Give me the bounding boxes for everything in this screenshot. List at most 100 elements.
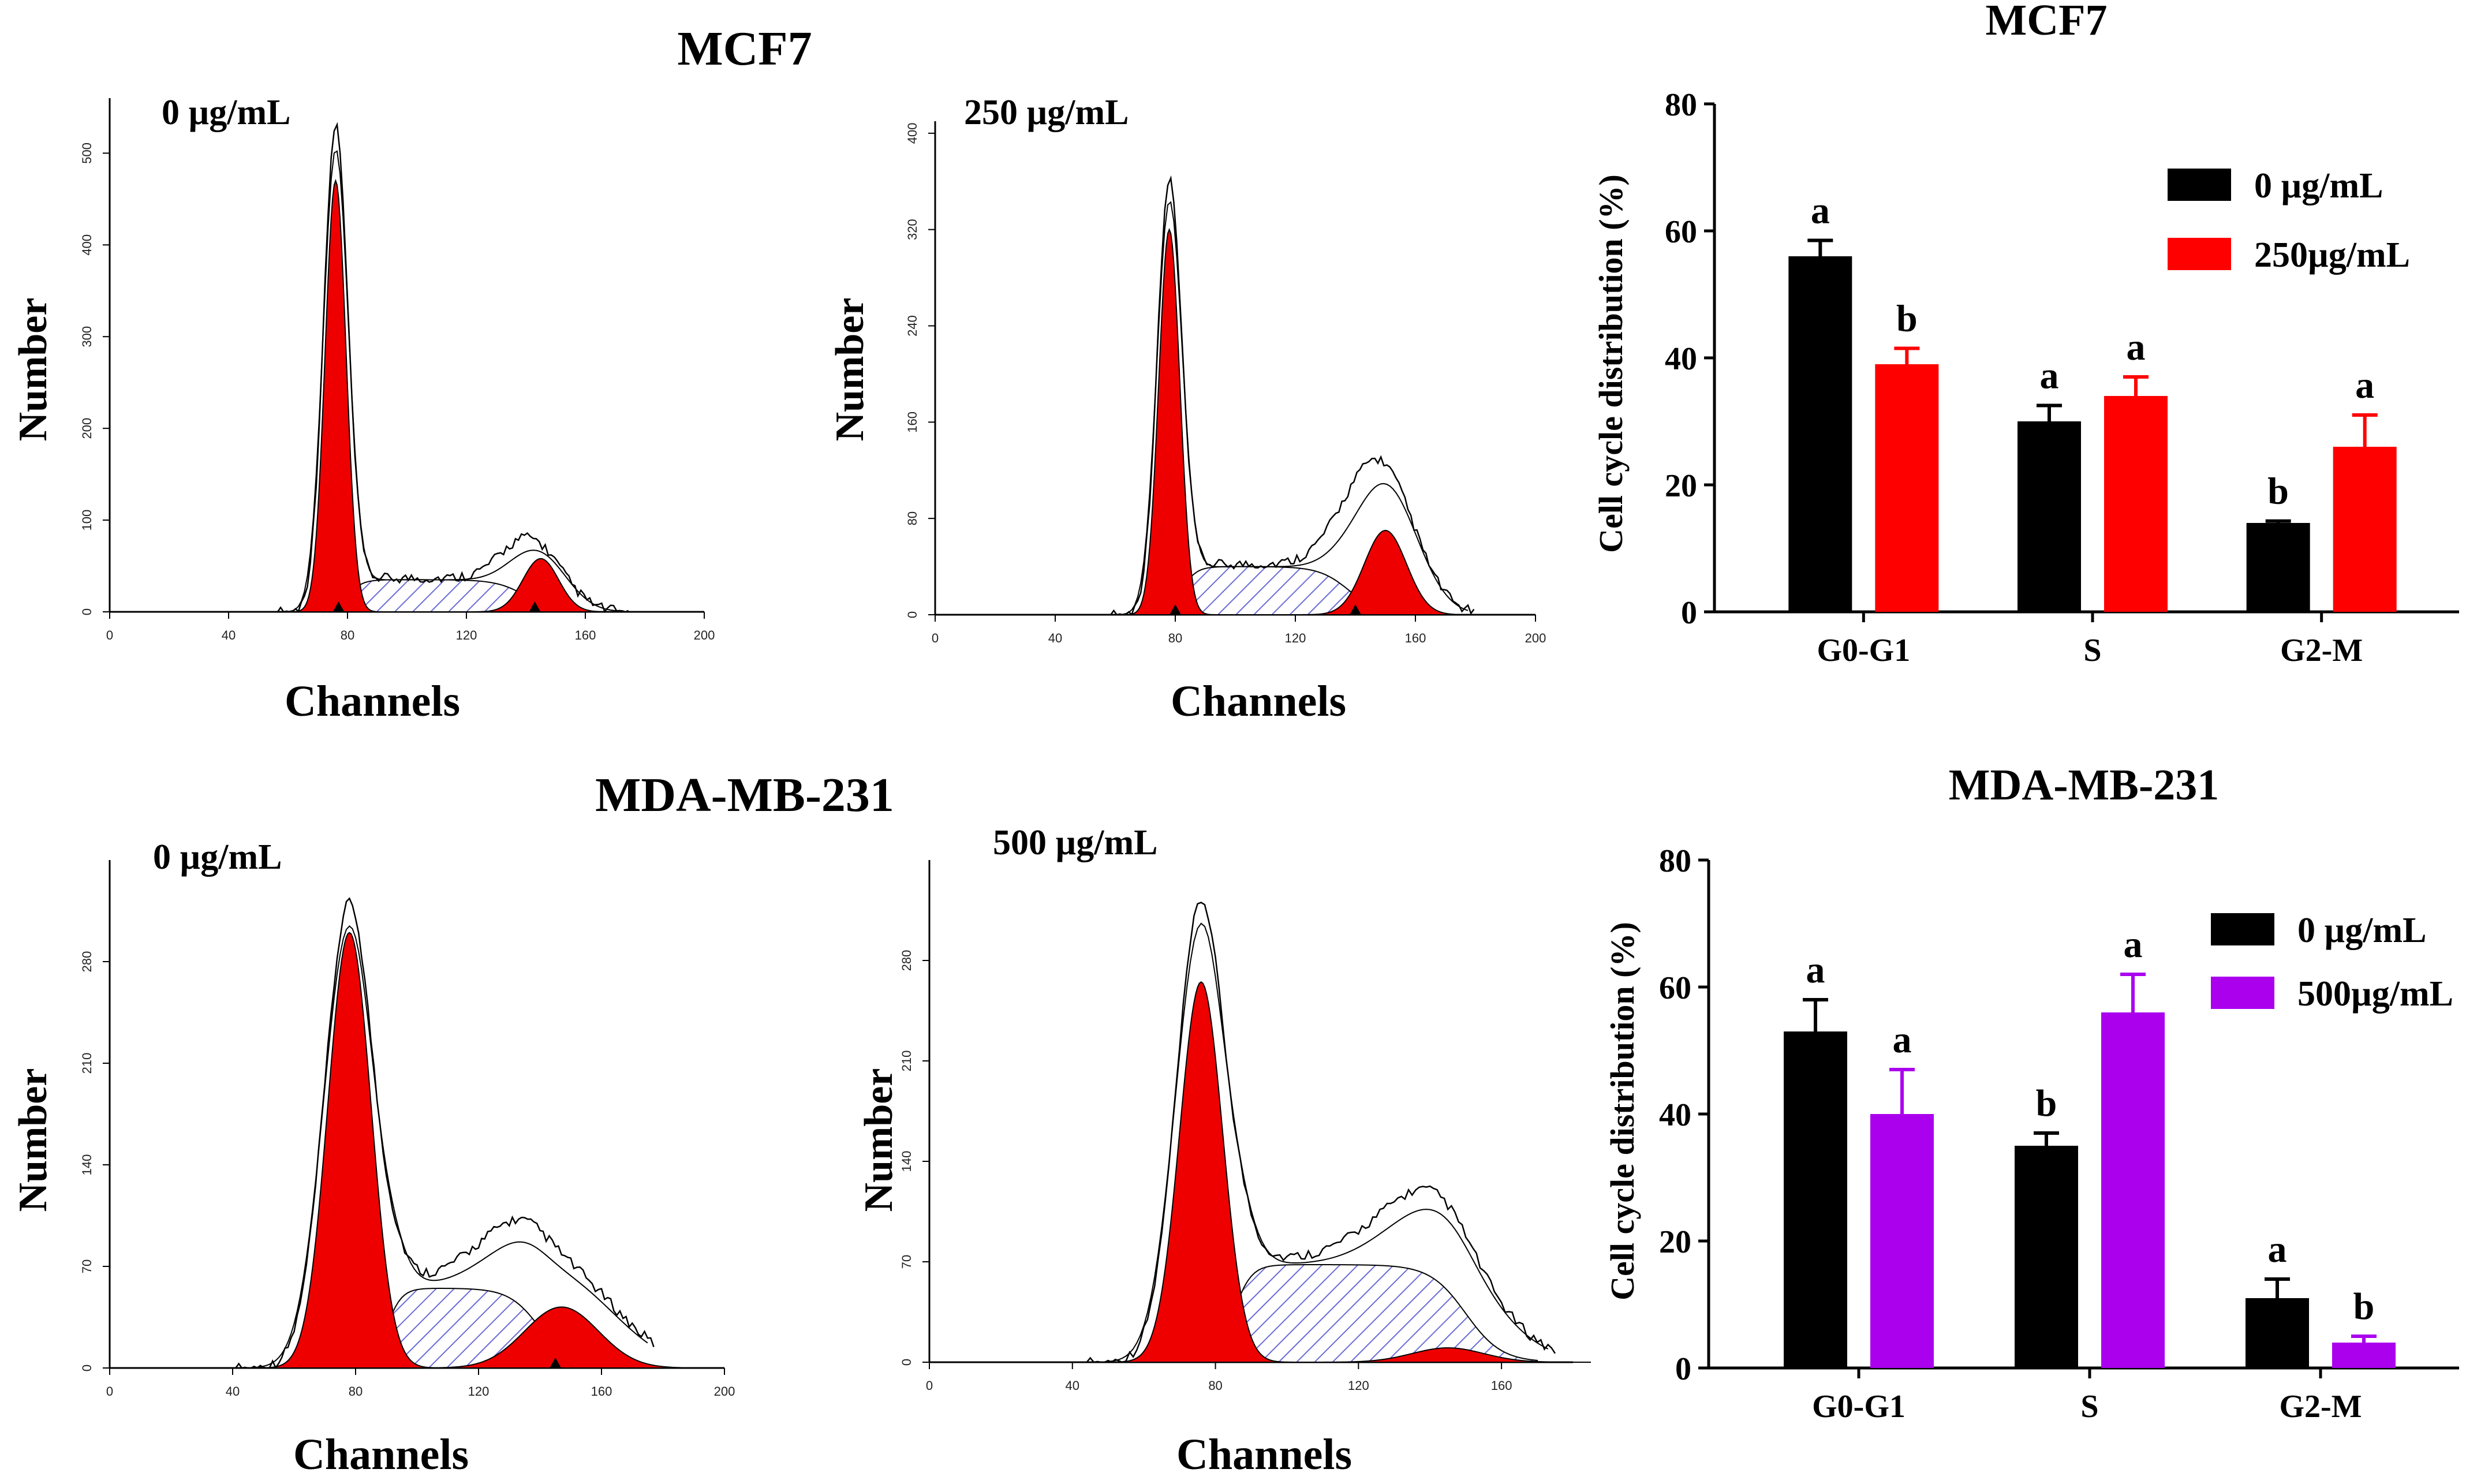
x-axis-label: Channels <box>293 1430 469 1479</box>
g2-peak <box>469 558 612 613</box>
legend-swatch <box>2168 238 2231 270</box>
significance-letter: a <box>2040 355 2059 397</box>
significance-letter: b <box>2267 470 2289 513</box>
total-histogram-line <box>235 897 655 1369</box>
histogram-mda-500: 0 40 80 120 160 0 70 140 210 280 500 µg/mL Channels… <box>857 823 1591 1479</box>
x-tick-label: 40 <box>226 1384 240 1399</box>
significance-letter: a <box>2124 924 2143 966</box>
significance-letter: a <box>1893 1019 1912 1061</box>
y-tick-label: 140 <box>899 1151 914 1172</box>
x-tick-label: G2-M <box>2280 633 2363 668</box>
x-tick-label: 40 <box>1048 631 1062 645</box>
x-tick-label: 40 <box>1066 1378 1079 1393</box>
y-tick-label: 200 <box>80 418 94 439</box>
bar-250gmL-S <box>2104 396 2168 612</box>
x-tick-label: 120 <box>468 1384 490 1399</box>
x-tick-label: 80 <box>341 628 354 642</box>
x-tick-label: 80 <box>349 1384 363 1399</box>
x-axis-label: Channels <box>285 677 460 726</box>
y-tick-label: 400 <box>80 234 94 256</box>
y-tick-label: 20 <box>1665 468 1697 504</box>
concentration-label: 0 µg/mL <box>153 838 282 877</box>
x-tick-label: S <box>2080 1389 2098 1425</box>
legend-label: 250µg/mL <box>2254 236 2410 275</box>
y-tick-label: 80 <box>1659 843 1691 879</box>
g1-peak <box>1116 227 1222 615</box>
y-tick-label: 400 <box>905 122 920 144</box>
peak-marker <box>529 601 541 612</box>
x-tick-label: 0 <box>926 1378 933 1393</box>
x-tick-label: 160 <box>1491 1378 1512 1393</box>
y-tick-label: 0 <box>1681 595 1697 631</box>
chart-title: MDA-MB-231 <box>1949 761 2220 809</box>
x-tick-label: 160 <box>575 628 596 642</box>
y-tick-label: 0 <box>899 1359 914 1366</box>
x-axis-label: Channels <box>1176 1430 1352 1479</box>
y-tick-label: 100 <box>80 510 94 531</box>
histogram-mcf7-0: 0 40 80 120 160 200 0 100 200 300 400 500 0 µg/mL Cha… <box>11 93 715 726</box>
bar-0gmL-G2-M <box>2246 523 2310 612</box>
bar-chart-mcf7: MCF7 0 20 40 60 80 Cell cycle distribution (%)… <box>1592 0 2459 668</box>
x-tick-label: 200 <box>714 1384 735 1399</box>
y-tick-label: 210 <box>80 1053 94 1074</box>
g1-peak <box>1093 981 1309 1363</box>
x-tick-label: 80 <box>1208 1378 1222 1393</box>
significance-letter: a <box>1811 190 1830 232</box>
y-tick-label: 280 <box>899 950 914 971</box>
y-tick-label: 300 <box>80 326 94 347</box>
y-tick-label: 20 <box>1659 1224 1691 1260</box>
y-axis-label: Number <box>857 1068 901 1212</box>
bar-500gmL-S <box>2101 1012 2165 1368</box>
y-tick-label: 0 <box>905 611 920 618</box>
x-tick-label: 0 <box>106 628 113 642</box>
significance-letter: b <box>2036 1082 2057 1124</box>
mcf7-histogram-title: MCF7 <box>677 22 812 76</box>
concentration-label: 0 µg/mL <box>162 93 290 132</box>
x-axis-label: Channels <box>1171 677 1346 726</box>
y-axis-label: Number <box>11 298 55 442</box>
peak-marker <box>1170 604 1181 615</box>
legend-label: 0 µg/mL <box>2297 911 2426 950</box>
g2-peak <box>1304 1347 1591 1363</box>
legend-swatch <box>2168 169 2231 201</box>
legend-swatch <box>2211 913 2274 945</box>
peak-marker <box>332 601 345 612</box>
y-tick-label: 240 <box>905 315 920 337</box>
y-tick-label: 280 <box>80 951 94 973</box>
bar-chart-mda: MDA-MB-231 0 20 40 60 80 Cell cycle distributi… <box>1604 761 2459 1425</box>
legend-label: 500µg/mL <box>2297 974 2453 1014</box>
y-tick-label: 0 <box>80 1365 94 1371</box>
bar-0gmL-S <box>2015 1146 2078 1368</box>
y-tick-label: 320 <box>905 219 920 240</box>
x-tick-label: 80 <box>1168 631 1182 645</box>
bar-250gmL-G2-M <box>2333 447 2397 612</box>
fit-line <box>1116 201 1469 615</box>
significance-letter: a <box>2355 364 2374 406</box>
x-tick-label: 160 <box>591 1384 612 1399</box>
bar-500gmL-G0-G1 <box>1870 1114 1934 1368</box>
bar-0gmL-S <box>2017 421 2081 612</box>
histogram-mcf7-250: 0 40 80 120 160 200 0 80 160 240 320 400 250 µg/mL Ch… <box>828 93 1546 726</box>
significance-letter: b <box>1896 298 1918 340</box>
x-tick-label: S <box>2083 633 2101 668</box>
y-tick-label: 60 <box>1659 970 1691 1006</box>
significance-letter: a <box>2268 1228 2287 1270</box>
y-axis-label: Number <box>11 1068 55 1212</box>
g2-peak <box>1301 530 1470 616</box>
g1-peak <box>283 178 388 612</box>
fit-line <box>1093 922 1549 1363</box>
concentration-label: 250 µg/mL <box>964 93 1129 132</box>
y-tick-label: 60 <box>1665 214 1697 250</box>
y-tick-label: 500 <box>80 143 94 164</box>
x-tick-label: 160 <box>1405 631 1426 645</box>
y-tick-label: 160 <box>905 412 920 433</box>
y-tick-label: 0 <box>80 608 94 615</box>
y-tick-label: 80 <box>905 511 920 525</box>
x-tick-label: 200 <box>694 628 715 642</box>
y-tick-label: 70 <box>80 1259 94 1273</box>
y-tick-label: 0 <box>1675 1351 1691 1387</box>
x-tick-label: 40 <box>222 628 236 642</box>
g2-peak <box>413 1306 709 1369</box>
fit-line <box>241 925 648 1369</box>
